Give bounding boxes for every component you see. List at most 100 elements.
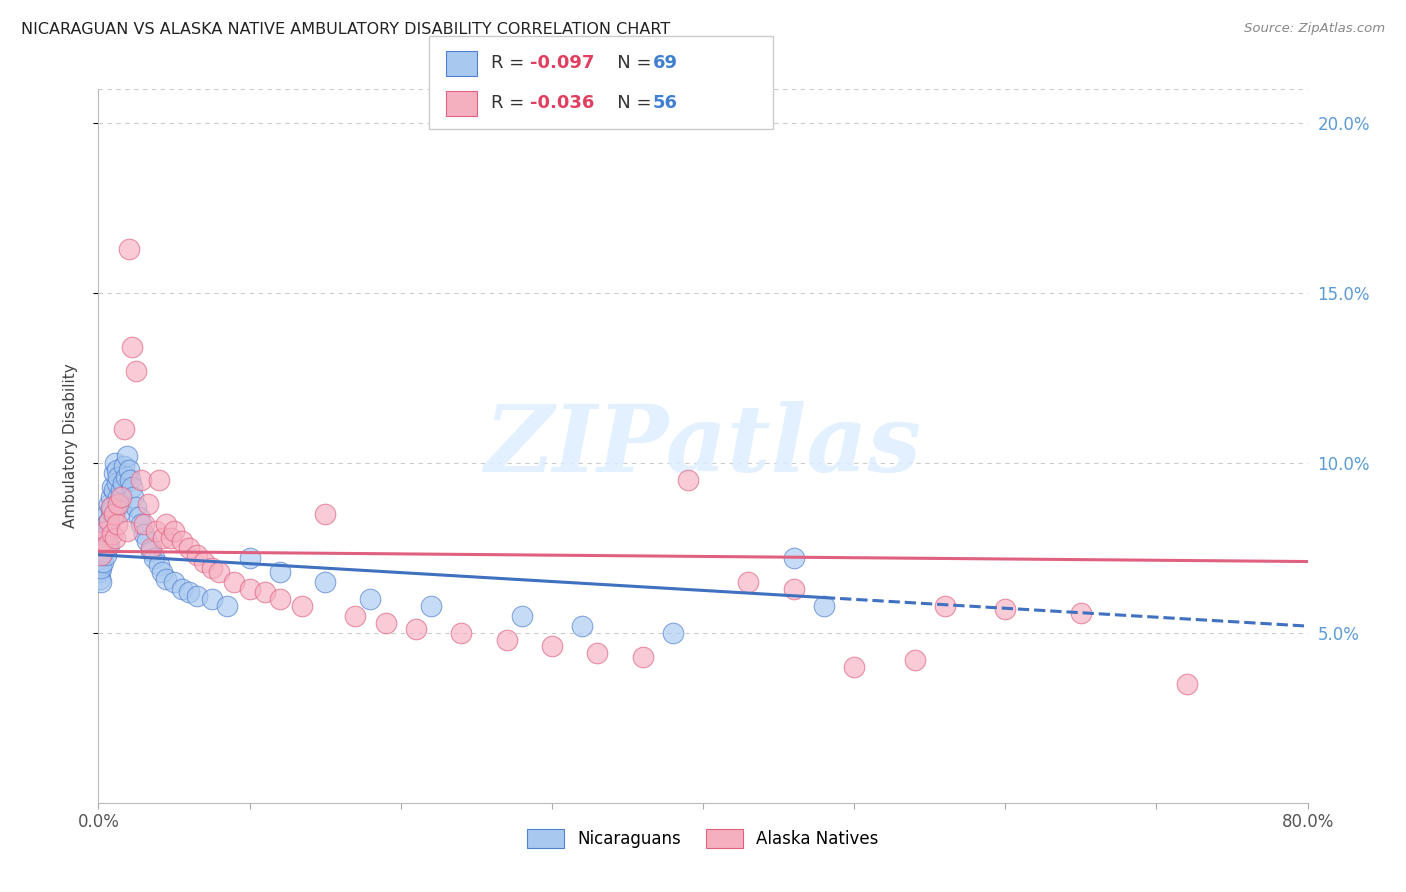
Point [148, 558, 170, 572]
Point [571, 619, 593, 633]
Point [374, 615, 396, 630]
Point [661, 626, 683, 640]
Point [170, 534, 193, 549]
Point [128, 510, 150, 524]
Point [100, 500, 122, 515]
Point [91, 555, 114, 569]
Point [93, 544, 115, 558]
Point [239, 551, 262, 566]
Point [540, 640, 562, 654]
Text: NICARAGUAN VS ALASKA NATIVE AMBULATORY DISABILITY CORRELATION CHART: NICARAGUAN VS ALASKA NATIVE AMBULATORY D… [21, 22, 671, 37]
Point [108, 497, 131, 511]
Point [155, 572, 177, 586]
Point [118, 463, 141, 477]
Point [104, 456, 127, 470]
Point [96, 507, 118, 521]
Point [125, 500, 148, 515]
Point [103, 507, 125, 521]
Point [120, 473, 142, 487]
Point [420, 599, 443, 613]
Point [239, 582, 262, 596]
Point [586, 646, 609, 660]
Text: Source: ZipAtlas.com: Source: ZipAtlas.com [1244, 22, 1385, 36]
Point [98, 514, 121, 528]
Point [145, 524, 167, 538]
Point [89, 572, 111, 586]
Point [152, 531, 174, 545]
Point [510, 608, 533, 623]
Point [495, 632, 517, 647]
Point [179, 585, 201, 599]
Point [93, 524, 115, 538]
Point [90, 558, 112, 572]
Point [93, 531, 115, 545]
Point [94, 534, 117, 549]
Point [291, 599, 314, 613]
Point [150, 565, 173, 579]
Point [148, 473, 170, 487]
Point [135, 534, 157, 549]
Point [314, 574, 336, 589]
Point [141, 541, 163, 555]
Point [201, 591, 224, 606]
Text: N =: N = [600, 95, 658, 112]
Point [107, 497, 129, 511]
Point [737, 574, 759, 589]
Text: R =: R = [491, 95, 530, 112]
Point [994, 602, 1017, 616]
Point [110, 483, 132, 498]
Point [132, 517, 155, 532]
Point [208, 565, 231, 579]
Point [105, 463, 128, 477]
Point [129, 473, 152, 487]
Point [90, 548, 112, 562]
Point [121, 480, 143, 494]
Point [314, 507, 336, 521]
Point [107, 490, 129, 504]
Text: -0.097: -0.097 [530, 54, 595, 72]
Point [90, 561, 112, 575]
Point [104, 531, 127, 545]
Point [110, 490, 132, 504]
Point [125, 364, 148, 378]
Point [96, 527, 118, 541]
Point [94, 524, 117, 538]
Point [100, 503, 122, 517]
Point [186, 548, 208, 562]
Point [96, 537, 118, 551]
Point [783, 582, 806, 596]
Point [105, 517, 128, 532]
Point [94, 548, 117, 562]
Point [112, 459, 135, 474]
Point [98, 514, 121, 528]
Point [115, 524, 138, 538]
Text: N =: N = [600, 54, 658, 72]
Point [90, 548, 112, 562]
Point [934, 599, 956, 613]
Point [186, 589, 208, 603]
Point [112, 422, 135, 436]
Point [136, 497, 159, 511]
Point [115, 449, 138, 463]
Point [89, 551, 111, 566]
Point [118, 242, 141, 256]
Point [98, 497, 121, 511]
Text: R =: R = [491, 54, 530, 72]
Point [224, 574, 246, 589]
Point [91, 534, 114, 549]
Point [101, 500, 124, 515]
Point [1175, 677, 1198, 691]
Point [170, 582, 193, 596]
Point [405, 623, 427, 637]
Point [107, 469, 129, 483]
Point [143, 551, 166, 566]
Point [91, 537, 114, 551]
Point [269, 591, 291, 606]
Point [101, 480, 124, 494]
Text: 56: 56 [652, 95, 678, 112]
Point [91, 541, 114, 555]
Point [110, 503, 132, 517]
Point [450, 626, 472, 640]
Point [179, 541, 201, 555]
Point [105, 476, 128, 491]
